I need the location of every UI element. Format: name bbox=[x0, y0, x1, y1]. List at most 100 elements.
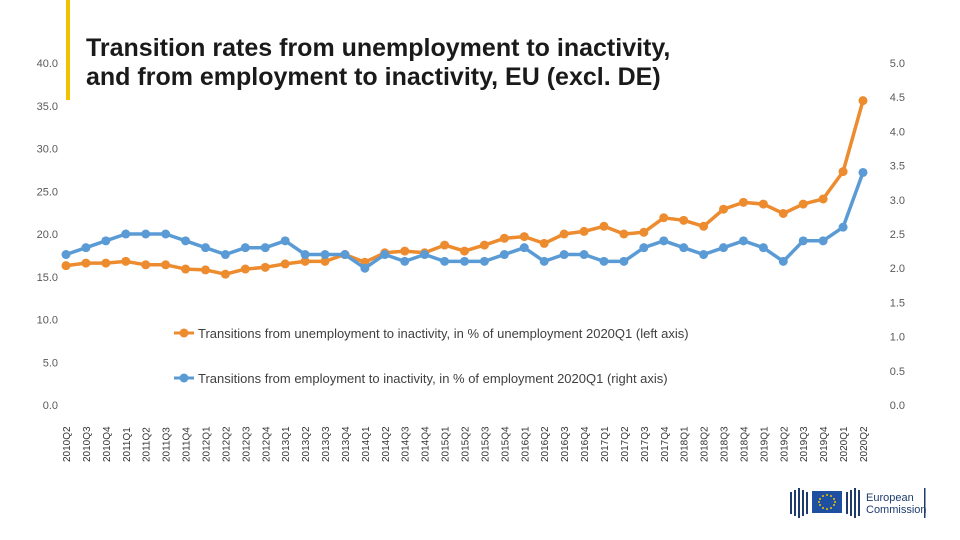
series-0-point bbox=[778, 208, 788, 218]
x-axis-tick-label: 2016Q3 bbox=[560, 426, 571, 462]
series-1-point bbox=[719, 243, 729, 253]
series-1-point bbox=[579, 250, 589, 260]
series-1-point bbox=[460, 256, 469, 266]
series-1-point bbox=[679, 243, 689, 253]
series-0-point bbox=[798, 199, 808, 209]
series-1-point bbox=[818, 236, 828, 246]
left-axis-tick-label: 10.0 bbox=[37, 315, 58, 327]
x-axis-tick-label: 2014Q1 bbox=[361, 426, 372, 462]
series-0-point bbox=[499, 233, 509, 243]
series-0-point bbox=[479, 240, 489, 250]
series-1-point bbox=[360, 263, 370, 273]
right-axis-tick-label: 1.0 bbox=[890, 332, 905, 344]
x-axis-tick-label: 2012Q3 bbox=[241, 426, 252, 462]
series-1-point bbox=[81, 243, 91, 253]
x-axis-tick-label: 2018Q1 bbox=[680, 426, 691, 462]
x-axis-tick-label: 2017Q4 bbox=[660, 426, 671, 462]
series-1-point bbox=[838, 222, 848, 232]
x-axis-tick-label: 2016Q1 bbox=[520, 426, 531, 462]
series-0-point bbox=[81, 258, 91, 268]
series-1-point bbox=[858, 167, 868, 177]
series-1-point bbox=[479, 256, 489, 266]
x-axis-tick-label: 2020Q2 bbox=[859, 426, 870, 462]
x-axis-tick-label: 2015Q4 bbox=[500, 426, 511, 462]
eu-flag-icon bbox=[812, 491, 842, 513]
series-0-point bbox=[220, 269, 230, 279]
x-axis-tick-label: 2016Q4 bbox=[580, 426, 591, 462]
x-axis-tick-label: 2014Q4 bbox=[421, 426, 432, 462]
series-1-point bbox=[440, 256, 450, 266]
chart-title-line2: and from employment to inactivity, EU (e… bbox=[86, 63, 661, 91]
x-axis-tick-label: 2017Q1 bbox=[600, 426, 611, 462]
x-axis-tick-label: 2011Q4 bbox=[182, 427, 193, 462]
series-0-point bbox=[320, 256, 330, 266]
series-0-point bbox=[101, 258, 111, 268]
x-axis-tick-label: 2019Q2 bbox=[779, 426, 790, 462]
series-0-point bbox=[240, 264, 250, 274]
series-1-point bbox=[340, 250, 350, 260]
series-0-point bbox=[738, 197, 748, 207]
x-axis-tick-label: 2011Q3 bbox=[162, 427, 173, 462]
logo-line2: Commission bbox=[866, 504, 927, 516]
series-0-point bbox=[699, 221, 709, 231]
x-axis-tick-label: 2013Q1 bbox=[281, 426, 292, 462]
series-1-point bbox=[758, 243, 768, 253]
series-1-point bbox=[320, 250, 330, 260]
series-1-point bbox=[240, 243, 250, 253]
chart-title-line1: Transition rates from unemployment to in… bbox=[86, 34, 671, 62]
series-0-point bbox=[61, 261, 71, 271]
series-1-point bbox=[738, 236, 748, 246]
right-axis-tick-label: 2.5 bbox=[890, 229, 905, 241]
series-0-point bbox=[519, 232, 529, 242]
series-1-point bbox=[380, 250, 390, 260]
x-axis-tick-label: 2018Q3 bbox=[720, 426, 731, 462]
left-axis-tick-label: 0.0 bbox=[43, 400, 58, 412]
series-1-point bbox=[220, 250, 230, 260]
x-axis-tick-label: 2014Q3 bbox=[401, 426, 412, 462]
series-0-point bbox=[400, 246, 410, 256]
series-1-point bbox=[121, 229, 131, 239]
x-axis-tick-label: 2010Q2 bbox=[62, 426, 73, 462]
series-0-point bbox=[599, 221, 609, 231]
series-0-point bbox=[181, 264, 191, 274]
legend-label-1: Transitions from employment to inactivit… bbox=[198, 371, 668, 386]
logo-divider bbox=[924, 488, 926, 518]
left-axis-tick-label: 15.0 bbox=[37, 272, 58, 284]
series-0-point bbox=[141, 260, 151, 270]
series-1-point bbox=[101, 236, 111, 246]
series-1-point bbox=[639, 243, 649, 253]
series-0-point bbox=[200, 265, 210, 275]
x-axis-tick-label: 2018Q2 bbox=[700, 426, 711, 462]
european-commission-logo bbox=[790, 488, 926, 518]
series-1-point bbox=[280, 236, 290, 246]
european-commission-label: European Commission bbox=[866, 492, 927, 516]
series-1-point bbox=[798, 236, 808, 246]
commission-building-icon bbox=[790, 488, 808, 518]
x-axis-tick-label: 2020Q1 bbox=[839, 426, 850, 462]
commission-building-right-icon bbox=[846, 488, 860, 518]
x-axis-tick-label: 2015Q3 bbox=[480, 426, 491, 462]
x-axis-tick-label: 2012Q2 bbox=[221, 426, 232, 462]
series-0-point bbox=[121, 256, 131, 266]
series-1-point bbox=[659, 236, 669, 246]
right-axis-tick-label: 4.5 bbox=[890, 92, 905, 104]
x-axis-tick-label: 2012Q1 bbox=[201, 426, 212, 462]
series-1-point bbox=[599, 256, 609, 266]
right-axis-tick-label: 0.5 bbox=[890, 366, 905, 378]
series-0-point bbox=[838, 167, 848, 177]
x-axis-tick-label: 2015Q1 bbox=[441, 426, 452, 462]
series-0-point bbox=[719, 204, 729, 214]
series-0-point bbox=[300, 256, 310, 266]
chart-title: Transition rates from unemployment to in… bbox=[86, 34, 826, 92]
left-axis-tick-label: 20.0 bbox=[37, 229, 58, 241]
x-axis-tick-label: 2017Q2 bbox=[620, 426, 631, 462]
series-0-point bbox=[161, 260, 171, 270]
series-1-point bbox=[161, 229, 171, 239]
left-axis-tick-label: 40.0 bbox=[37, 58, 58, 70]
series-0-point bbox=[280, 259, 290, 269]
right-axis-tick-label: 5.0 bbox=[890, 58, 905, 70]
series-1-point bbox=[699, 250, 709, 260]
series-1-point bbox=[559, 250, 569, 260]
right-axis-tick-label: 3.0 bbox=[890, 195, 905, 207]
